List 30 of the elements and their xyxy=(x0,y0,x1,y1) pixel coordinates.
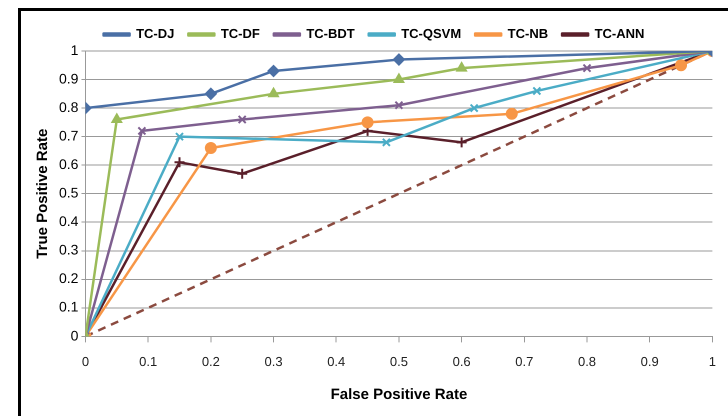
y-tick-label: 0.1 xyxy=(58,298,79,315)
y-tick-label: 0.5 xyxy=(58,184,79,201)
y-tick-label: 0 xyxy=(70,327,79,344)
legend-label: TC-DJ xyxy=(136,26,174,42)
legend-label: TC-ANN xyxy=(594,26,644,42)
y-tick-label: 0.3 xyxy=(58,242,79,258)
legend-label: TC-BDT xyxy=(306,26,355,42)
x-tick-label: 0.5 xyxy=(390,354,408,369)
x-tick-label: 0.4 xyxy=(327,354,346,369)
x-tick-label: 0.9 xyxy=(640,354,659,369)
x-tick-label: 0.8 xyxy=(578,354,596,369)
y-axis-title: True Positive Rate xyxy=(34,128,52,259)
y-tick-label: 0.7 xyxy=(58,127,79,144)
y-tick-label: 0.2 xyxy=(58,270,79,286)
x-tick-label: 0 xyxy=(82,354,90,369)
y-tick-label: 1 xyxy=(70,42,79,58)
x-tick-label: 0.2 xyxy=(202,354,220,369)
x-tick-label: 0.1 xyxy=(139,354,158,369)
y-tick-label: 0.8 xyxy=(58,98,79,115)
y-tick-label: 0.6 xyxy=(58,156,79,172)
x-tick-label: 0.7 xyxy=(515,354,534,369)
y-tick-label: 0.4 xyxy=(58,213,79,230)
legend-label: TC-DF xyxy=(220,26,260,42)
x-tick-label: 0.6 xyxy=(452,354,471,369)
legend-label: TC-NB xyxy=(508,26,548,42)
x-tick-label: 1 xyxy=(708,354,716,369)
y-tick-label: 0.9 xyxy=(58,70,79,86)
x-axis-title: False Positive Rate xyxy=(330,386,468,404)
legend-label: TC-QSVM xyxy=(401,26,462,42)
x-tick-label: 0.3 xyxy=(264,354,283,369)
